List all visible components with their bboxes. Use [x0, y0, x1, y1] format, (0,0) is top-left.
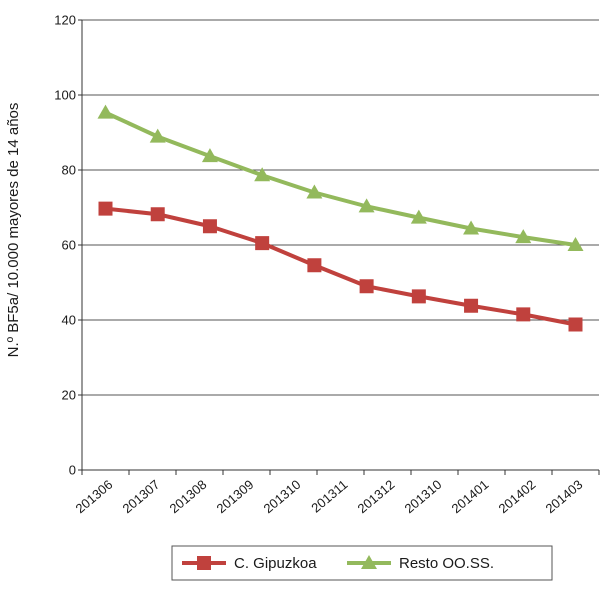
- data-point: [255, 236, 270, 251]
- y-tick-label: 120: [54, 13, 76, 28]
- legend-label: Resto OO.SS.: [399, 555, 494, 572]
- data-point: [463, 220, 480, 235]
- legend-label: C. Gipuzkoa: [234, 555, 317, 572]
- grid-lines: [82, 19, 599, 396]
- data-point: [568, 317, 583, 332]
- y-tick-label: 20: [62, 388, 76, 403]
- y-tick-labels: 0 20 40 60 80 100 120: [54, 13, 76, 478]
- data-point: [411, 289, 426, 304]
- x-tick-label: 201312: [355, 477, 398, 516]
- data-series: [97, 104, 584, 332]
- x-tick-label: 201403: [543, 477, 586, 516]
- data-point: [97, 104, 114, 119]
- data-point: [464, 298, 479, 313]
- data-point: [150, 207, 165, 222]
- data-point: [307, 258, 322, 273]
- x-tick-label: 201310: [261, 477, 304, 516]
- data-point: [254, 167, 271, 182]
- data-point: [410, 209, 427, 224]
- y-axis-title: N.º BF5a/ 10.000 mayores de 14 años: [5, 103, 22, 358]
- data-point: [515, 229, 532, 244]
- legend: C. Gipuzkoa Resto OO.SS.: [171, 545, 553, 581]
- x-tick-label: 201309: [214, 477, 257, 516]
- y-tick-label: 40: [62, 313, 76, 328]
- series-line-0: [105, 206, 576, 327]
- data-point: [149, 128, 166, 143]
- series-line-1: [104, 110, 576, 247]
- y-tick-label: 60: [62, 238, 76, 253]
- data-point: [98, 201, 113, 216]
- x-tick-label: 201307: [120, 477, 163, 516]
- axes: [78, 19, 600, 475]
- data-point: [516, 307, 531, 322]
- data-point: [202, 219, 217, 234]
- data-point: [358, 198, 375, 213]
- x-tick-label: 201308: [167, 477, 210, 516]
- x-tick-label: 201402: [496, 477, 539, 516]
- y-tick-label: 0: [69, 463, 76, 478]
- legend-marker: [197, 556, 211, 570]
- data-point: [359, 279, 374, 294]
- x-tick-label: 201311: [308, 477, 350, 516]
- y-tick-label: 80: [62, 163, 76, 178]
- x-tick-label: 201401: [449, 477, 492, 516]
- legend-marker: [361, 555, 377, 569]
- data-point: [306, 184, 323, 199]
- x-tick-labels: 201306 201307 201308 201309 201310 201311 2013…: [73, 477, 586, 516]
- x-tick-label: 201310: [402, 477, 445, 516]
- data-point: [201, 148, 218, 163]
- x-tick-label: 201306: [73, 477, 116, 516]
- data-point: [567, 237, 584, 251]
- y-tick-label: 100: [54, 88, 76, 103]
